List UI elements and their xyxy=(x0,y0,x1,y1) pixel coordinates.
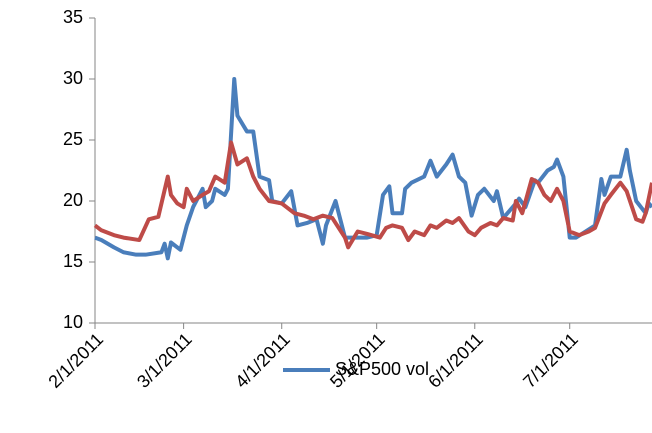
x-tick-label: 6/1/2011 xyxy=(424,329,487,392)
x-tick-label: 4/1/2011 xyxy=(231,329,294,392)
y-tick-label: 15 xyxy=(63,251,83,271)
y-tick-label: 30 xyxy=(63,68,83,88)
y-tick-label: 25 xyxy=(63,129,83,149)
y-tick-label: 20 xyxy=(63,190,83,210)
y-tick-label: 10 xyxy=(63,312,83,332)
x-tick-label: 7/1/2011 xyxy=(519,329,582,392)
x-tick-label: 2/1/2011 xyxy=(44,329,107,392)
legend-label: S&P500 vol xyxy=(335,359,429,379)
data-line xyxy=(93,140,652,250)
y-tick-label: 35 xyxy=(63,7,83,27)
x-tick-label: 3/1/2011 xyxy=(133,329,196,392)
